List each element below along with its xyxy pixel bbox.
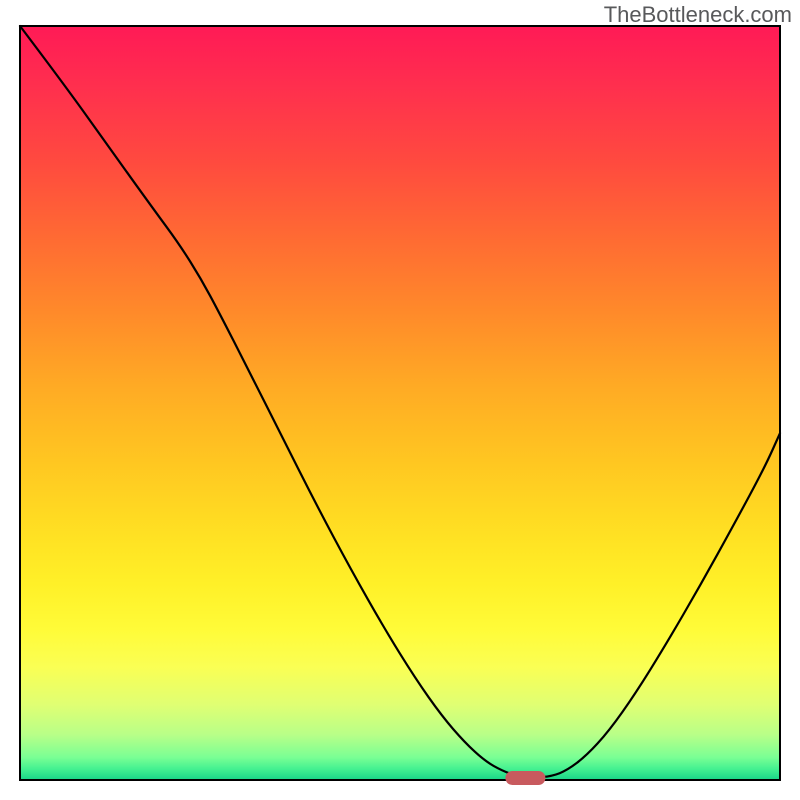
- optimal-marker: [505, 771, 545, 785]
- chart-container: TheBottleneck.com: [0, 0, 800, 800]
- bottleneck-chart: [0, 0, 800, 800]
- watermark-text: TheBottleneck.com: [604, 2, 792, 28]
- gradient-background: [20, 26, 780, 780]
